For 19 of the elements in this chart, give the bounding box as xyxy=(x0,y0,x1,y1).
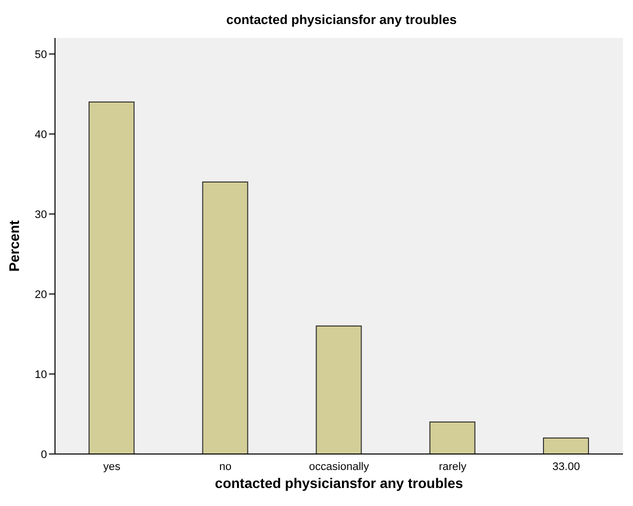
x-axis-title: contacted physiciansfor any troubles xyxy=(214,475,464,491)
bar xyxy=(316,326,362,454)
y-tick-label: 0 xyxy=(40,448,47,461)
x-tick-label: yes xyxy=(103,460,121,473)
y-tick-label: 20 xyxy=(34,288,47,301)
bar xyxy=(202,182,248,454)
x-tick-label: occasionally xyxy=(309,460,370,473)
y-axis-title: Percent xyxy=(6,220,22,272)
y-tick-label: 50 xyxy=(34,48,47,61)
bar xyxy=(88,102,135,454)
x-tick-label: rarely xyxy=(438,460,467,473)
y-tick-label: 10 xyxy=(34,368,47,381)
y-tick-label: 30 xyxy=(34,208,47,221)
y-tick-label: 40 xyxy=(34,128,47,141)
bar xyxy=(429,422,476,454)
bar xyxy=(542,438,589,454)
chart-title: contacted physiciansfor any troubles xyxy=(225,12,458,27)
x-tick-label: no xyxy=(219,460,232,473)
x-tick-label: 33.00 xyxy=(552,460,580,473)
